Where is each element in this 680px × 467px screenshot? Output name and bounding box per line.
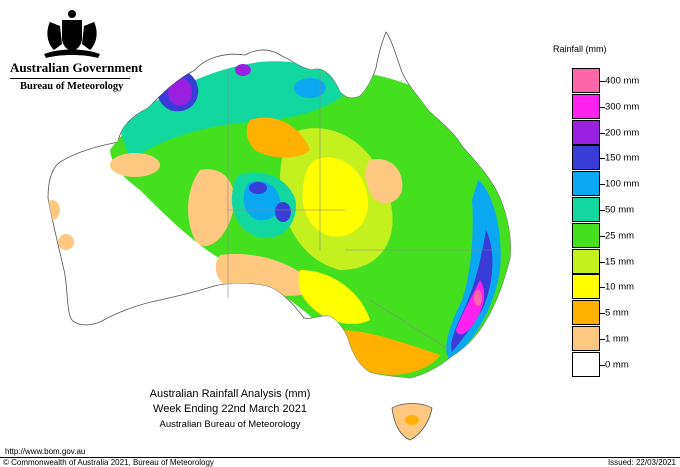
legend-tick xyxy=(600,184,605,186)
caption-agency: Australian Bureau of Meteorology xyxy=(159,419,301,430)
footer-url-link[interactable]: http://www.bom.gov.au xyxy=(5,447,86,456)
rain-zone-1-west-coast xyxy=(48,200,60,220)
legend-tick xyxy=(600,364,605,366)
rain-zone-50 xyxy=(120,61,350,160)
rainfall-map xyxy=(47,31,511,441)
legend-title: Rainfall (mm) xyxy=(553,44,607,54)
rain-zone-1-southwest xyxy=(222,258,258,278)
legend-swatch xyxy=(572,248,600,274)
legend-label: 10 mm xyxy=(605,281,635,293)
legend-swatch xyxy=(572,171,600,197)
rain-zone-10-southeast xyxy=(298,270,370,324)
rain-zone-400-eastcoast xyxy=(474,290,482,306)
legend-tick xyxy=(600,209,605,211)
caption-period: Week Ending 22nd March 2021 xyxy=(153,403,307,415)
rain-zone-1-west xyxy=(188,169,235,246)
footer-issued-date: Issued: 22/03/2021 xyxy=(607,458,676,467)
rainfall-fill xyxy=(48,61,511,378)
legend-label: 5 mm xyxy=(605,307,629,319)
legend-swatch xyxy=(572,145,600,171)
legend-label: 50 mm xyxy=(605,204,635,216)
legend-swatch xyxy=(572,300,600,326)
state-border-vic xyxy=(369,299,451,351)
legend-label: 100 mm xyxy=(605,178,640,190)
legend-label: 25 mm xyxy=(605,230,635,242)
legend-tick xyxy=(600,313,605,315)
footer-divider xyxy=(0,457,680,458)
legend-label: 150 mm xyxy=(605,152,640,164)
rain-zone-5-southeast xyxy=(340,330,440,375)
government-title: Australian Government xyxy=(10,60,143,75)
legend-swatch xyxy=(572,222,600,248)
map-caption: Australian Rainfall Analysis (mm) Week E… xyxy=(90,387,370,432)
legend-label: 15 mm xyxy=(605,256,635,267)
rain-zone-100-eastcoast xyxy=(446,180,501,360)
legend-tick xyxy=(600,132,605,134)
legend-swatch xyxy=(572,197,600,222)
rain-zone-10-centre xyxy=(302,157,369,237)
legend-swatch xyxy=(572,351,600,377)
legend-label: 300 mm xyxy=(605,101,640,113)
footer-copyright: © Commonwealth of Australia 2021, Bureau… xyxy=(3,458,214,467)
legend-swatch xyxy=(572,119,600,145)
legend-label: 1 mm xyxy=(605,333,629,345)
legend-tick xyxy=(600,158,605,160)
legend-label: 200 mm xyxy=(605,127,640,138)
rain-zone-150-central-b xyxy=(275,202,291,222)
legend-swatch xyxy=(572,93,600,119)
legend-swatch xyxy=(572,326,600,351)
rain-zone-5-centre xyxy=(246,117,310,158)
legend-swatch xyxy=(572,68,600,93)
legend-tick xyxy=(600,261,605,263)
rain-zone-1-pilbara xyxy=(110,153,160,177)
legend-tick xyxy=(600,338,605,340)
rain-zone-150-central-a xyxy=(249,182,267,194)
legend-label: 400 mm xyxy=(605,75,640,87)
rain-zone-200-topend xyxy=(168,78,192,106)
rain-zone-200-arnhem xyxy=(235,64,251,76)
legend-tick xyxy=(600,235,605,237)
legend-colorbar xyxy=(572,68,605,378)
agency-title: Bureau of Meteorology xyxy=(20,81,124,92)
caption-title: Australian Rainfall Analysis (mm) xyxy=(149,388,311,400)
legend-label: 0 mm xyxy=(605,359,629,371)
rain-zone-1-inland xyxy=(365,159,403,204)
rain-zone-1-west-inland xyxy=(58,234,74,250)
rain-zone-100-cape xyxy=(294,78,326,98)
rain-zone-5-tasmania xyxy=(405,415,419,425)
coat-of-arms-logo xyxy=(44,10,100,58)
legend-tick xyxy=(600,287,605,289)
legend-swatch xyxy=(572,274,600,300)
legend-tick xyxy=(600,80,605,82)
legend-tick xyxy=(600,106,605,108)
header-divider xyxy=(10,78,130,79)
